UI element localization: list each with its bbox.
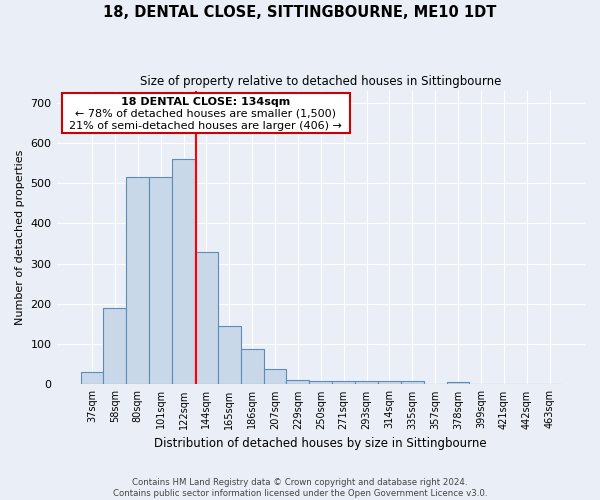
Bar — [80, 372, 103, 384]
Bar — [401, 381, 424, 384]
Text: 18 DENTAL CLOSE: 134sqm: 18 DENTAL CLOSE: 134sqm — [121, 97, 290, 107]
Y-axis label: Number of detached properties: Number of detached properties — [15, 150, 25, 325]
Bar — [195, 252, 218, 384]
Text: ← 78% of detached houses are smaller (1,500): ← 78% of detached houses are smaller (1,… — [76, 109, 337, 119]
X-axis label: Distribution of detached houses by size in Sittingbourne: Distribution of detached houses by size … — [154, 437, 487, 450]
Bar — [332, 381, 355, 384]
Bar — [149, 177, 172, 384]
Bar — [172, 159, 195, 384]
Bar — [241, 349, 263, 384]
Text: 21% of semi-detached houses are larger (406) →: 21% of semi-detached houses are larger (… — [70, 120, 342, 130]
Bar — [378, 381, 401, 384]
Bar — [263, 369, 286, 384]
Text: 18, DENTAL CLOSE, SITTINGBOURNE, ME10 1DT: 18, DENTAL CLOSE, SITTINGBOURNE, ME10 1D… — [103, 5, 497, 20]
Bar — [127, 177, 149, 384]
Title: Size of property relative to detached houses in Sittingbourne: Size of property relative to detached ho… — [140, 75, 502, 88]
FancyBboxPatch shape — [62, 94, 350, 133]
Bar — [355, 381, 378, 384]
Bar — [286, 380, 310, 384]
Bar — [103, 308, 127, 384]
Text: Contains HM Land Registry data © Crown copyright and database right 2024.
Contai: Contains HM Land Registry data © Crown c… — [113, 478, 487, 498]
Bar — [218, 326, 241, 384]
Bar — [310, 381, 332, 384]
Bar — [446, 382, 469, 384]
